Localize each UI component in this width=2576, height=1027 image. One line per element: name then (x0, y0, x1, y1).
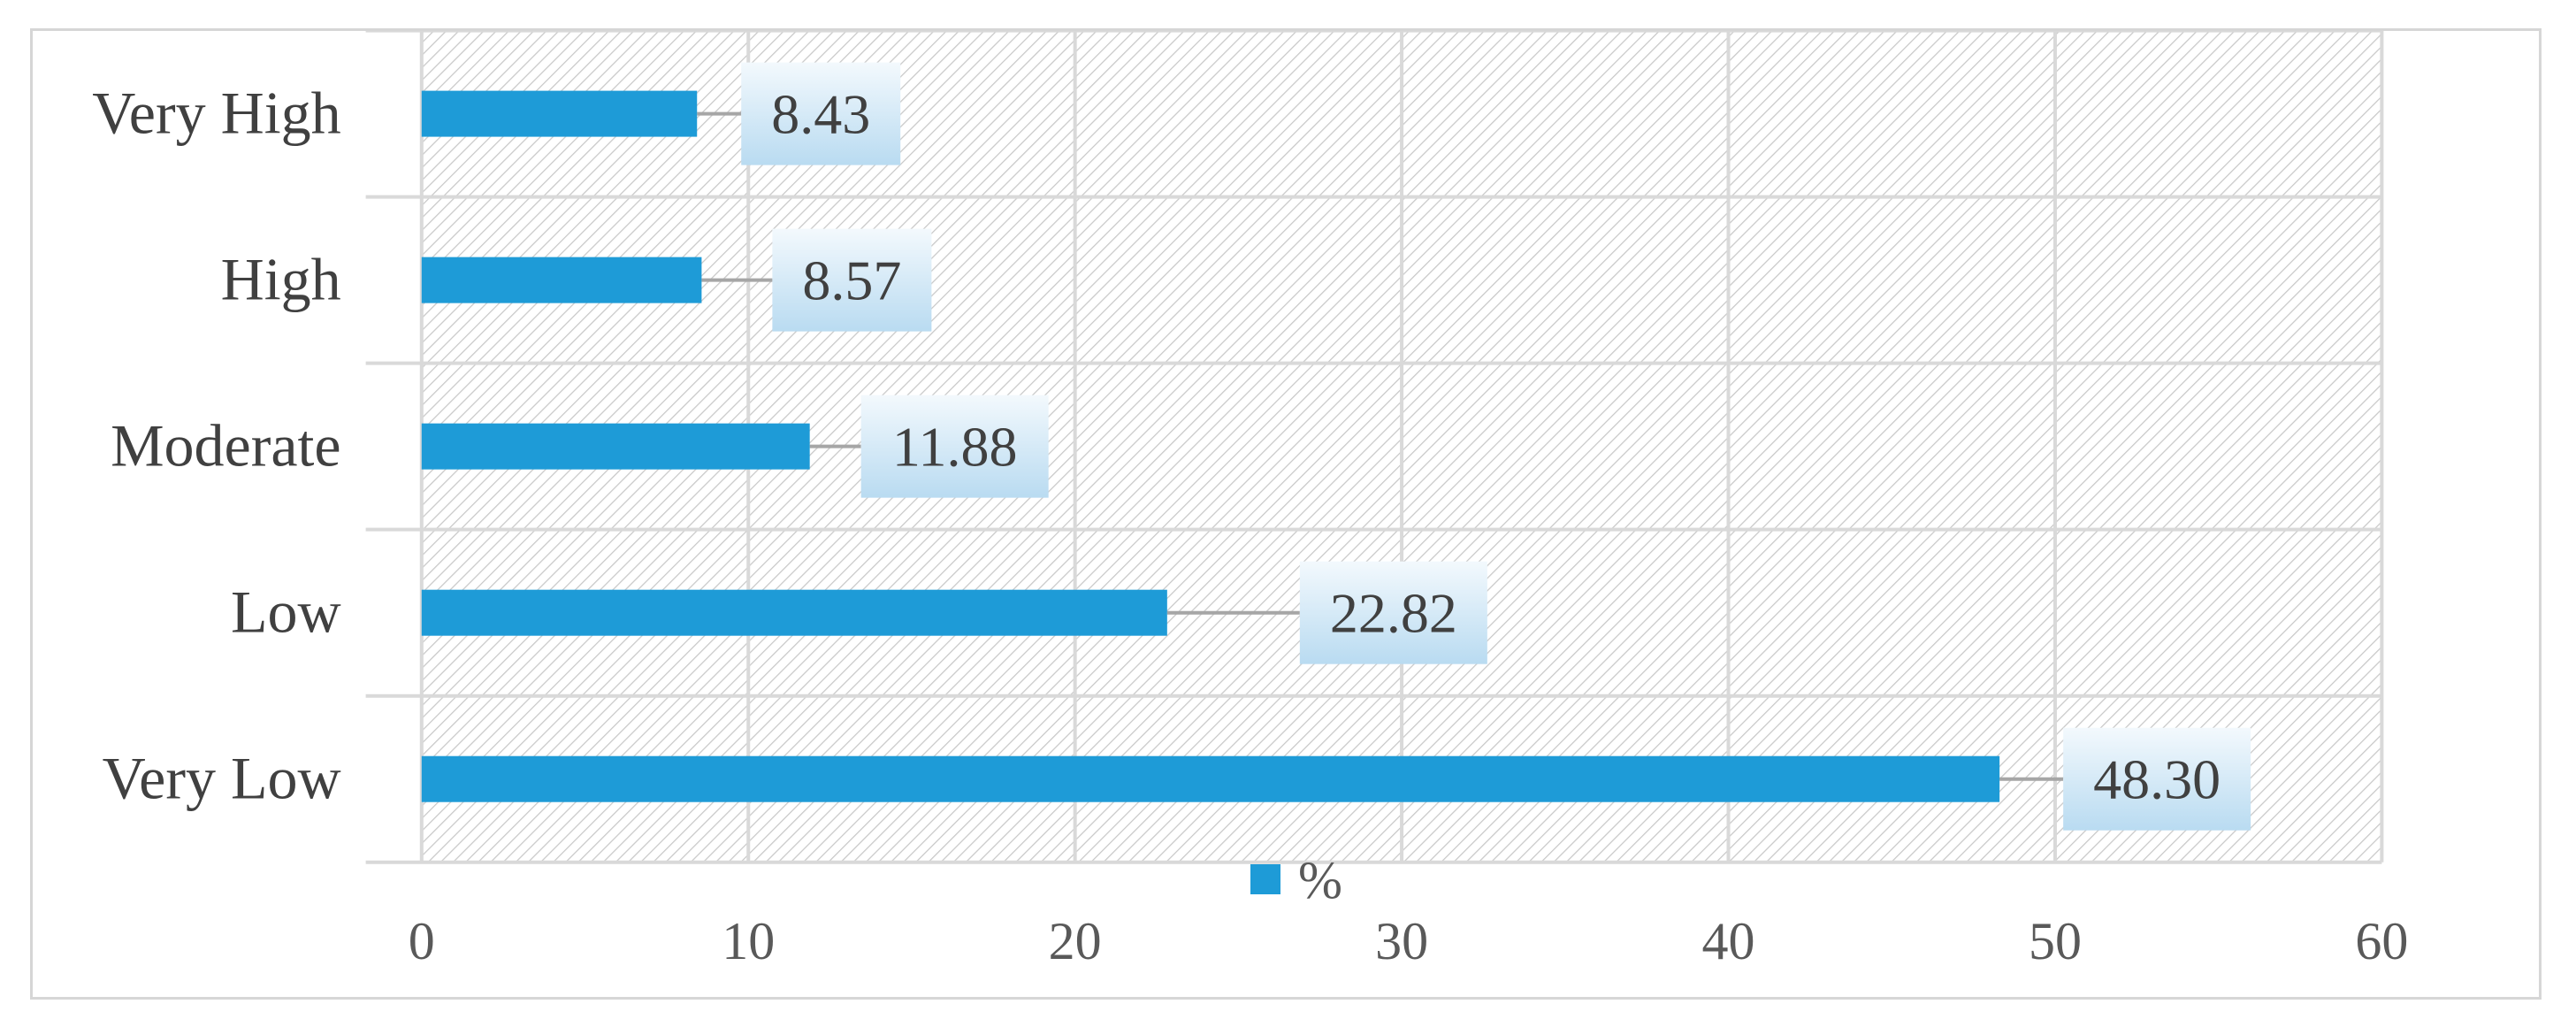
category-label: Low (231, 579, 341, 646)
gridlines (365, 31, 2384, 864)
bar-very-high (421, 90, 698, 137)
data-label: 22.82 (1330, 582, 1457, 645)
legend-swatch (1250, 864, 1280, 894)
x-tick-label: 40 (1702, 912, 1755, 970)
x-tick-label: 0 (409, 912, 435, 970)
bar-chart: 48.30 22.82 11.88 8.57 8.43 Very Low Low Moder… (92, 31, 2409, 970)
category-label: High (221, 246, 341, 313)
x-tick-label: 10 (722, 912, 775, 970)
data-label-box (1299, 561, 1487, 664)
bar-very-low (421, 755, 2000, 802)
data-labels: 48.30 22.82 11.88 8.57 8.43 (741, 62, 2251, 831)
data-label: 8.43 (771, 83, 870, 146)
data-label-box (741, 62, 901, 165)
category-axis-labels: Very Low Low Moderate High Very High (92, 80, 340, 812)
category-label: Very High (92, 80, 340, 147)
bar-high (421, 257, 702, 303)
data-label-box (772, 228, 932, 332)
x-tick-label: 20 (1049, 912, 1102, 970)
data-label-box (860, 395, 1049, 498)
bar-low (421, 589, 1167, 636)
bars (421, 90, 2000, 802)
data-label: 11.88 (892, 416, 1018, 479)
chart-frame: 48.30 22.82 11.88 8.57 8.43 Very Low Low Moder… (30, 28, 2542, 1000)
legend-label: % (1298, 851, 1342, 909)
x-tick-label: 60 (2355, 912, 2408, 970)
leader-lines (697, 111, 2064, 781)
category-label: Moderate (111, 412, 341, 479)
x-tick-label: 50 (2029, 912, 2082, 970)
data-label: 8.57 (802, 249, 901, 312)
data-label: 48.30 (2093, 748, 2221, 811)
value-axis-labels: 0 10 20 30 40 50 60 (409, 912, 2409, 970)
x-tick-label: 30 (1375, 912, 1428, 970)
data-label-box (2063, 727, 2251, 831)
category-label: Very Low (103, 745, 341, 812)
legend: % (1250, 851, 1342, 909)
bar-moderate (421, 423, 810, 470)
